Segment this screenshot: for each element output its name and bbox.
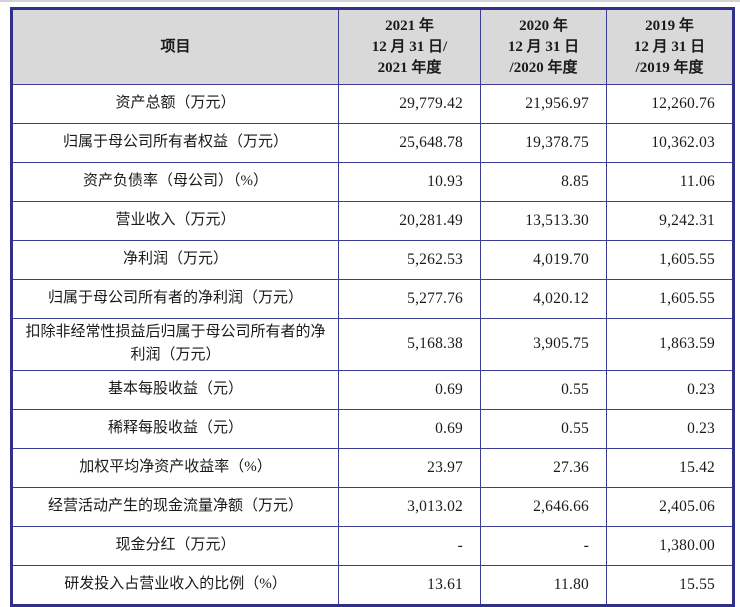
row-value-2021: 5,262.53 (338, 240, 481, 280)
header-line: /2020 年度 (509, 59, 578, 76)
row-item-label: 稀释每股收益（元） (11, 408, 339, 449)
table-row: 扣除非经常性损益后归属于母公司所有者的净利润（万元） 5,168.38 3,90… (11, 318, 734, 371)
row-item-label: 资产总额（万元） (11, 84, 339, 124)
table-row: 净利润（万元） 5,262.53 4,019.70 1,605.55 (11, 240, 734, 280)
row-value-2021: 5,277.76 (338, 279, 481, 319)
header-period-2019: 2019 年 12 月 31 日 /2019 年度 (606, 8, 734, 85)
row-value-2021: 0.69 (338, 408, 481, 449)
row-value-2020: 19,378.75 (480, 123, 607, 163)
header-line: 2019 年 (645, 17, 694, 34)
table-row: 加权平均净资产收益率（%） 23.97 27.36 15.42 (11, 447, 734, 488)
row-value-2020: 4,020.12 (480, 279, 607, 319)
row-value-2019: 11.06 (606, 162, 734, 202)
table-row: 资产负债率（母公司）（%） 10.93 8.85 11.06 (11, 162, 734, 202)
header-line: 12 月 31 日/ (371, 38, 448, 55)
top-divider-line (0, 0, 740, 2)
table-row: 归属于母公司所有者的净利润（万元） 5,277.76 4,020.12 1,60… (11, 279, 734, 319)
row-value-2020: 27.36 (480, 447, 607, 488)
row-value-2021: 20,281.49 (338, 201, 481, 241)
header-line: 2021 年 (385, 17, 434, 34)
row-value-2020: 3,905.75 (480, 318, 607, 371)
row-item-label: 研发投入占营业收入的比例（%） (11, 564, 339, 606)
row-item-label: 资产负债率（母公司）（%） (11, 162, 339, 202)
header-item-column: 项目 (11, 8, 339, 85)
row-value-2019: 0.23 (606, 408, 734, 449)
row-item-label: 现金分红（万元） (11, 525, 339, 566)
header-period-2021: 2021 年 12 月 31 日/ 2021 年度 (338, 8, 481, 85)
row-value-2019: 15.42 (606, 447, 734, 488)
table-row: 归属于母公司所有者权益（万元） 25,648.78 19,378.75 10,3… (11, 123, 734, 163)
row-value-2021: 3,013.02 (338, 486, 481, 527)
row-value-2020: 11.80 (480, 564, 607, 606)
row-item-label: 加权平均净资产收益率（%） (11, 447, 339, 488)
row-value-2021: 5,168.38 (338, 318, 481, 371)
table-row: 基本每股收益（元） 0.69 0.55 0.23 (11, 369, 734, 410)
row-value-2021: 23.97 (338, 447, 481, 488)
table-header-row: 项目 2021 年 12 月 31 日/ 2021 年度 2020 年 12 月… (11, 8, 734, 85)
row-item-label: 营业收入（万元） (11, 201, 339, 241)
row-value-2019: 1,863.59 (606, 318, 734, 371)
row-value-2019: 9,242.31 (606, 201, 734, 241)
row-value-2020: 0.55 (480, 369, 607, 410)
row-value-2019: 1,380.00 (606, 525, 734, 566)
row-value-2020: 4,019.70 (480, 240, 607, 280)
row-item-label: 归属于母公司所有者的净利润（万元） (11, 279, 339, 319)
row-value-2020: 2,646.66 (480, 486, 607, 527)
row-value-2019: 12,260.76 (606, 84, 734, 124)
row-value-2021: 25,648.78 (338, 123, 481, 163)
table-row: 现金分红（万元） - - 1,380.00 (11, 525, 734, 566)
table-row: 经营活动产生的现金流量净额（万元） 3,013.02 2,646.66 2,40… (11, 486, 734, 527)
row-value-2021: 0.69 (338, 369, 481, 410)
row-value-2020: 21,956.97 (480, 84, 607, 124)
row-item-label: 经营活动产生的现金流量净额（万元） (11, 486, 339, 527)
row-item-label: 归属于母公司所有者权益（万元） (11, 123, 339, 163)
row-value-2020: 13,513.30 (480, 201, 607, 241)
header-period-2020: 2020 年 12 月 31 日 /2020 年度 (480, 8, 607, 85)
header-line: 12 月 31 日 (633, 38, 706, 55)
row-item-label: 净利润（万元） (11, 240, 339, 280)
row-item-label: 扣除非经常性损益后归属于母公司所有者的净利润（万元） (11, 318, 339, 371)
row-item-label: 基本每股收益（元） (11, 369, 339, 410)
row-value-2019: 1,605.55 (606, 279, 734, 319)
table-row: 资产总额（万元） 29,779.42 21,956.97 12,260.76 (11, 84, 734, 124)
row-value-2019: 1,605.55 (606, 240, 734, 280)
row-value-2019: 2,405.06 (606, 486, 734, 527)
header-item-label: 项目 (160, 38, 191, 55)
row-value-2021: 10.93 (338, 162, 481, 202)
header-line: 2021 年度 (377, 59, 442, 76)
header-line: 2020 年 (519, 17, 568, 34)
row-value-2020: - (480, 525, 607, 566)
row-value-2021: - (338, 525, 481, 566)
row-value-2020: 8.85 (480, 162, 607, 202)
row-value-2021: 13.61 (338, 564, 481, 606)
table-row: 营业收入（万元） 20,281.49 13,513.30 9,242.31 (11, 201, 734, 241)
header-line: 12 月 31 日 (507, 38, 580, 55)
row-value-2019: 0.23 (606, 369, 734, 410)
table-row: 稀释每股收益（元） 0.69 0.55 0.23 (11, 408, 734, 449)
row-value-2019: 15.55 (606, 564, 734, 606)
table-row: 研发投入占营业收入的比例（%） 13.61 11.80 15.55 (11, 564, 734, 606)
header-line: /2019 年度 (635, 59, 704, 76)
row-value-2020: 0.55 (480, 408, 607, 449)
row-value-2021: 29,779.42 (338, 84, 481, 124)
row-value-2019: 10,362.03 (606, 123, 734, 163)
financial-summary-table: 项目 2021 年 12 月 31 日/ 2021 年度 2020 年 12 月… (10, 7, 735, 607)
